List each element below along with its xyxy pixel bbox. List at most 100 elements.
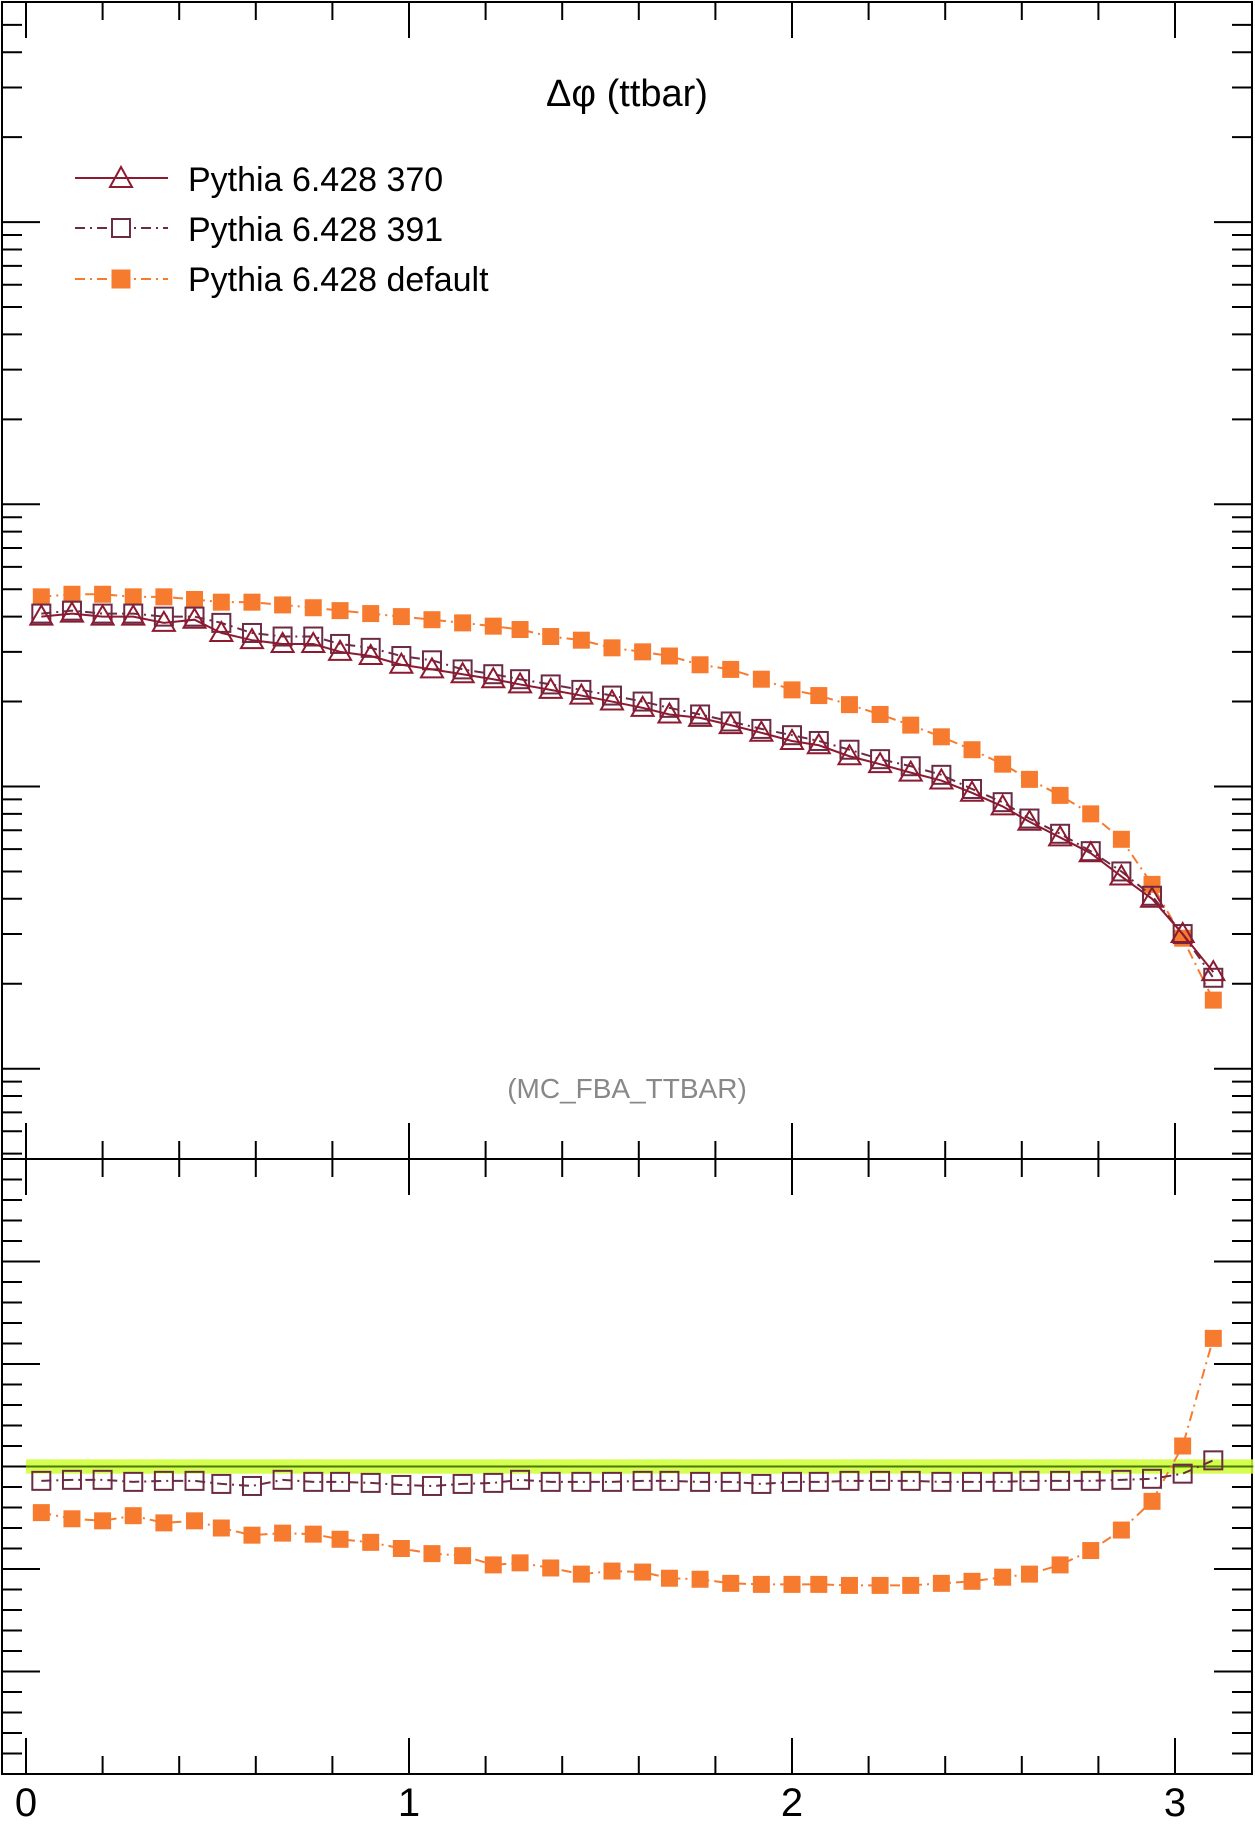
- main-series-pythia-6-428-370-point-15: [480, 666, 506, 689]
- main-series-pythia-6-428-370-point-13: [419, 656, 445, 679]
- main-series-pythia-6-428-370-point-26: [806, 732, 832, 755]
- ratio-series-pythia-6-428-391-point-22: [690, 1471, 711, 1492]
- main-series-pythia-6-428-391-point-19: [601, 685, 622, 706]
- ratio-series-pythia-6-428-default-point-35: [1082, 1542, 1100, 1560]
- main-series-pythia-6-428-370-point-16: [507, 671, 533, 694]
- ratio-series-pythia-6-428-391-point-20: [632, 1470, 653, 1491]
- ratio-series-pythia-6-428-default-point-7: [243, 1526, 261, 1544]
- main-series-pythia-6-428-default-point-25: [783, 681, 801, 699]
- main-series-pythia-6-428-default-point-0: [32, 588, 50, 606]
- ratio-series-pythia-6-428-default-point-31: [963, 1572, 981, 1590]
- main-series-pythia-6-428-391-point-10: [330, 633, 351, 654]
- main-series-pythia-6-428-default-point-4: [155, 588, 173, 606]
- ratio-series-pythia-6-428-391-point-30: [931, 1471, 952, 1492]
- main-series-pythia-6-428-391-point-4: [153, 606, 174, 627]
- main-series-pythia-6-428-391-point-29: [900, 756, 921, 777]
- main-series-pythia-6-428-370-point-30: [928, 767, 955, 790]
- legend-entry-default: Pythia 6.428 default: [75, 261, 489, 299]
- ratio-series-pythia-6-428-391-point-36: [1111, 1469, 1132, 1490]
- main-series-pythia-6-428-default-point-19: [603, 639, 621, 657]
- ratio-series-pythia-6-428-default-point-12: [392, 1540, 410, 1557]
- main-series-pythia-6-428-default-point-1: [63, 585, 81, 603]
- ratio-series-pythia-6-428-default-point-28: [871, 1576, 889, 1594]
- main-series-pythia-6-428-391-point-21: [659, 697, 680, 718]
- main-series-pythia-6-428-370-point-18: [568, 682, 595, 705]
- ratio-series-pythia-6-428-391-point-5: [184, 1470, 205, 1491]
- main-series-pythia-6-428-370-point-31: [959, 779, 985, 802]
- main-series-pythia-6-428-370-point-35: [1078, 840, 1104, 863]
- main-series-pythia-6-428-370-point-10: [327, 638, 353, 661]
- main-series-pythia-6-428-370-point-22: [687, 704, 713, 727]
- ratio-series-pythia-6-428-default-point-23: [722, 1574, 740, 1592]
- ratio-series-pythia-6-428-default-point-1: [63, 1510, 81, 1528]
- ratio-series-pythia-6-428-default-point-26: [810, 1575, 828, 1593]
- main-series-pythia-6-428-370-point-6: [208, 619, 235, 642]
- ratio-series-pythia-6-428-391-point-16: [510, 1469, 531, 1490]
- ratio-series-pythia-6-428-default-point-27: [840, 1576, 858, 1594]
- main-series-pythia-6-428-391-point-20: [632, 691, 653, 712]
- ratio-series-pythia-6-428-default-point-25: [783, 1575, 801, 1593]
- ratio-series-pythia-6-428-391-point-9: [303, 1471, 324, 1492]
- ratio-series-pythia-6-428-391-point-25: [782, 1471, 802, 1492]
- main-series-pythia-6-428-default-point-11: [362, 605, 380, 623]
- ratio-series-pythia-6-428-default-point-36: [1112, 1521, 1130, 1539]
- main-series-pythia-6-428-391-point-27: [839, 739, 860, 760]
- main-series-pythia-6-428-370-point-21: [656, 701, 683, 724]
- main-series-pythia-6-428-370-point-29: [897, 759, 924, 782]
- ratio-series-pythia-6-428-391-point-10: [330, 1471, 351, 1492]
- ratio-series-pythia-6-428-default-point-4: [155, 1514, 173, 1532]
- main-series-pythia-6-428-default-point-31: [963, 741, 981, 759]
- main-series-pythia-6-428-370-point-2: [89, 603, 116, 626]
- ratio-series-pythia-6-428-default-point-9: [304, 1525, 322, 1543]
- main-series-pythia-6-428-default-point-37: [1143, 875, 1161, 893]
- main-series-pythia-6-428-391-point-26: [808, 730, 829, 751]
- main-series-pythia-6-428-default-point-33: [1020, 770, 1038, 788]
- main-series-pythia-6-428-391-point-36: [1111, 861, 1132, 882]
- main-series-pythia-6-428-default-line: [41, 593, 1215, 1001]
- main-series-pythia-6-428-default-point-8: [274, 596, 292, 614]
- ratio-series-pythia-6-428-391-point-19: [601, 1471, 622, 1492]
- ratio-series-pythia-6-428-default-point-8: [274, 1524, 292, 1542]
- ratio-series-pythia-6-428-391-line: [41, 1459, 1214, 1487]
- x-tick-label-0: 0: [15, 1781, 37, 1825]
- main-series-pythia-6-428-default-point-27: [840, 696, 858, 714]
- ratio-series-pythia-6-428-391-point-21: [659, 1470, 680, 1491]
- ratio-series-pythia-6-428-default-point-15: [484, 1556, 502, 1574]
- main-series-pythia-6-428-370-point-20: [629, 694, 656, 717]
- x-tick-label-1: 1: [398, 1781, 420, 1825]
- main-series-pythia-6-428-370-point-37: [1139, 885, 1165, 908]
- main-series-pythia-6-428-391-point-28: [870, 749, 891, 770]
- legend-label-370: Pythia 6.428 370: [188, 161, 443, 199]
- ratio-series-pythia-6-428-default-point-19: [603, 1562, 621, 1580]
- ratio-series-pythia-6-428-391-point-27: [839, 1470, 860, 1491]
- ratio-series-pythia-6-428-391-point-1: [61, 1469, 82, 1490]
- ratio-series-pythia-6-428-default-point-29: [902, 1576, 920, 1594]
- ratio-series-pythia-6-428-391-point-15: [483, 1472, 504, 1493]
- main-series-pythia-6-428-370-point-27: [836, 743, 863, 766]
- legend-entry-370: Pythia 6.428 370: [75, 161, 443, 199]
- ratio-reference: [26, 1459, 1254, 1474]
- main-series-pythia-6-428-default-point-26: [810, 687, 828, 705]
- main-series-pythia-6-428-370-point-28: [867, 751, 893, 774]
- ratio-series-pythia-6-428-391-point-14: [452, 1473, 473, 1494]
- main-series-pythia-6-428-370-point-38: [1169, 921, 1196, 944]
- main-series-pythia-6-428-370-point-4: [151, 609, 177, 632]
- main-series-pythia-6-428-370-point-5: [181, 606, 208, 629]
- ratio-series-pythia-6-428-391-point-33: [1019, 1470, 1040, 1491]
- main-series-pythia-6-428-default-point-22: [691, 656, 709, 674]
- main-series-pythia-6-428-370-point-8: [269, 630, 296, 653]
- ratio-series-pythia-6-428-391-point-38: [1172, 1463, 1193, 1484]
- main-series-pythia-6-428-default-point-16: [511, 621, 529, 639]
- legend-marker-370: [108, 164, 134, 188]
- x-tick-label-2: 2: [781, 1781, 803, 1825]
- ratio-series-pythia-6-428-default-point-38: [1174, 1437, 1192, 1455]
- main-series-pythia-6-428-391-point-16: [510, 669, 531, 690]
- ratio-series-pythia-6-428-default-line: [41, 1338, 1215, 1587]
- ratio-series-pythia-6-428-391-point-26: [808, 1471, 829, 1492]
- main-series-pythia-6-428-391-point-25: [782, 725, 802, 746]
- main-series-pythia-6-428-370-point-25: [779, 727, 805, 750]
- main-series-pythia-6-428-370-point-0: [28, 603, 55, 626]
- main-series-pythia-6-428-391-point-18: [571, 679, 592, 700]
- ratio-series-pythia-6-428-391-point-28: [870, 1470, 891, 1491]
